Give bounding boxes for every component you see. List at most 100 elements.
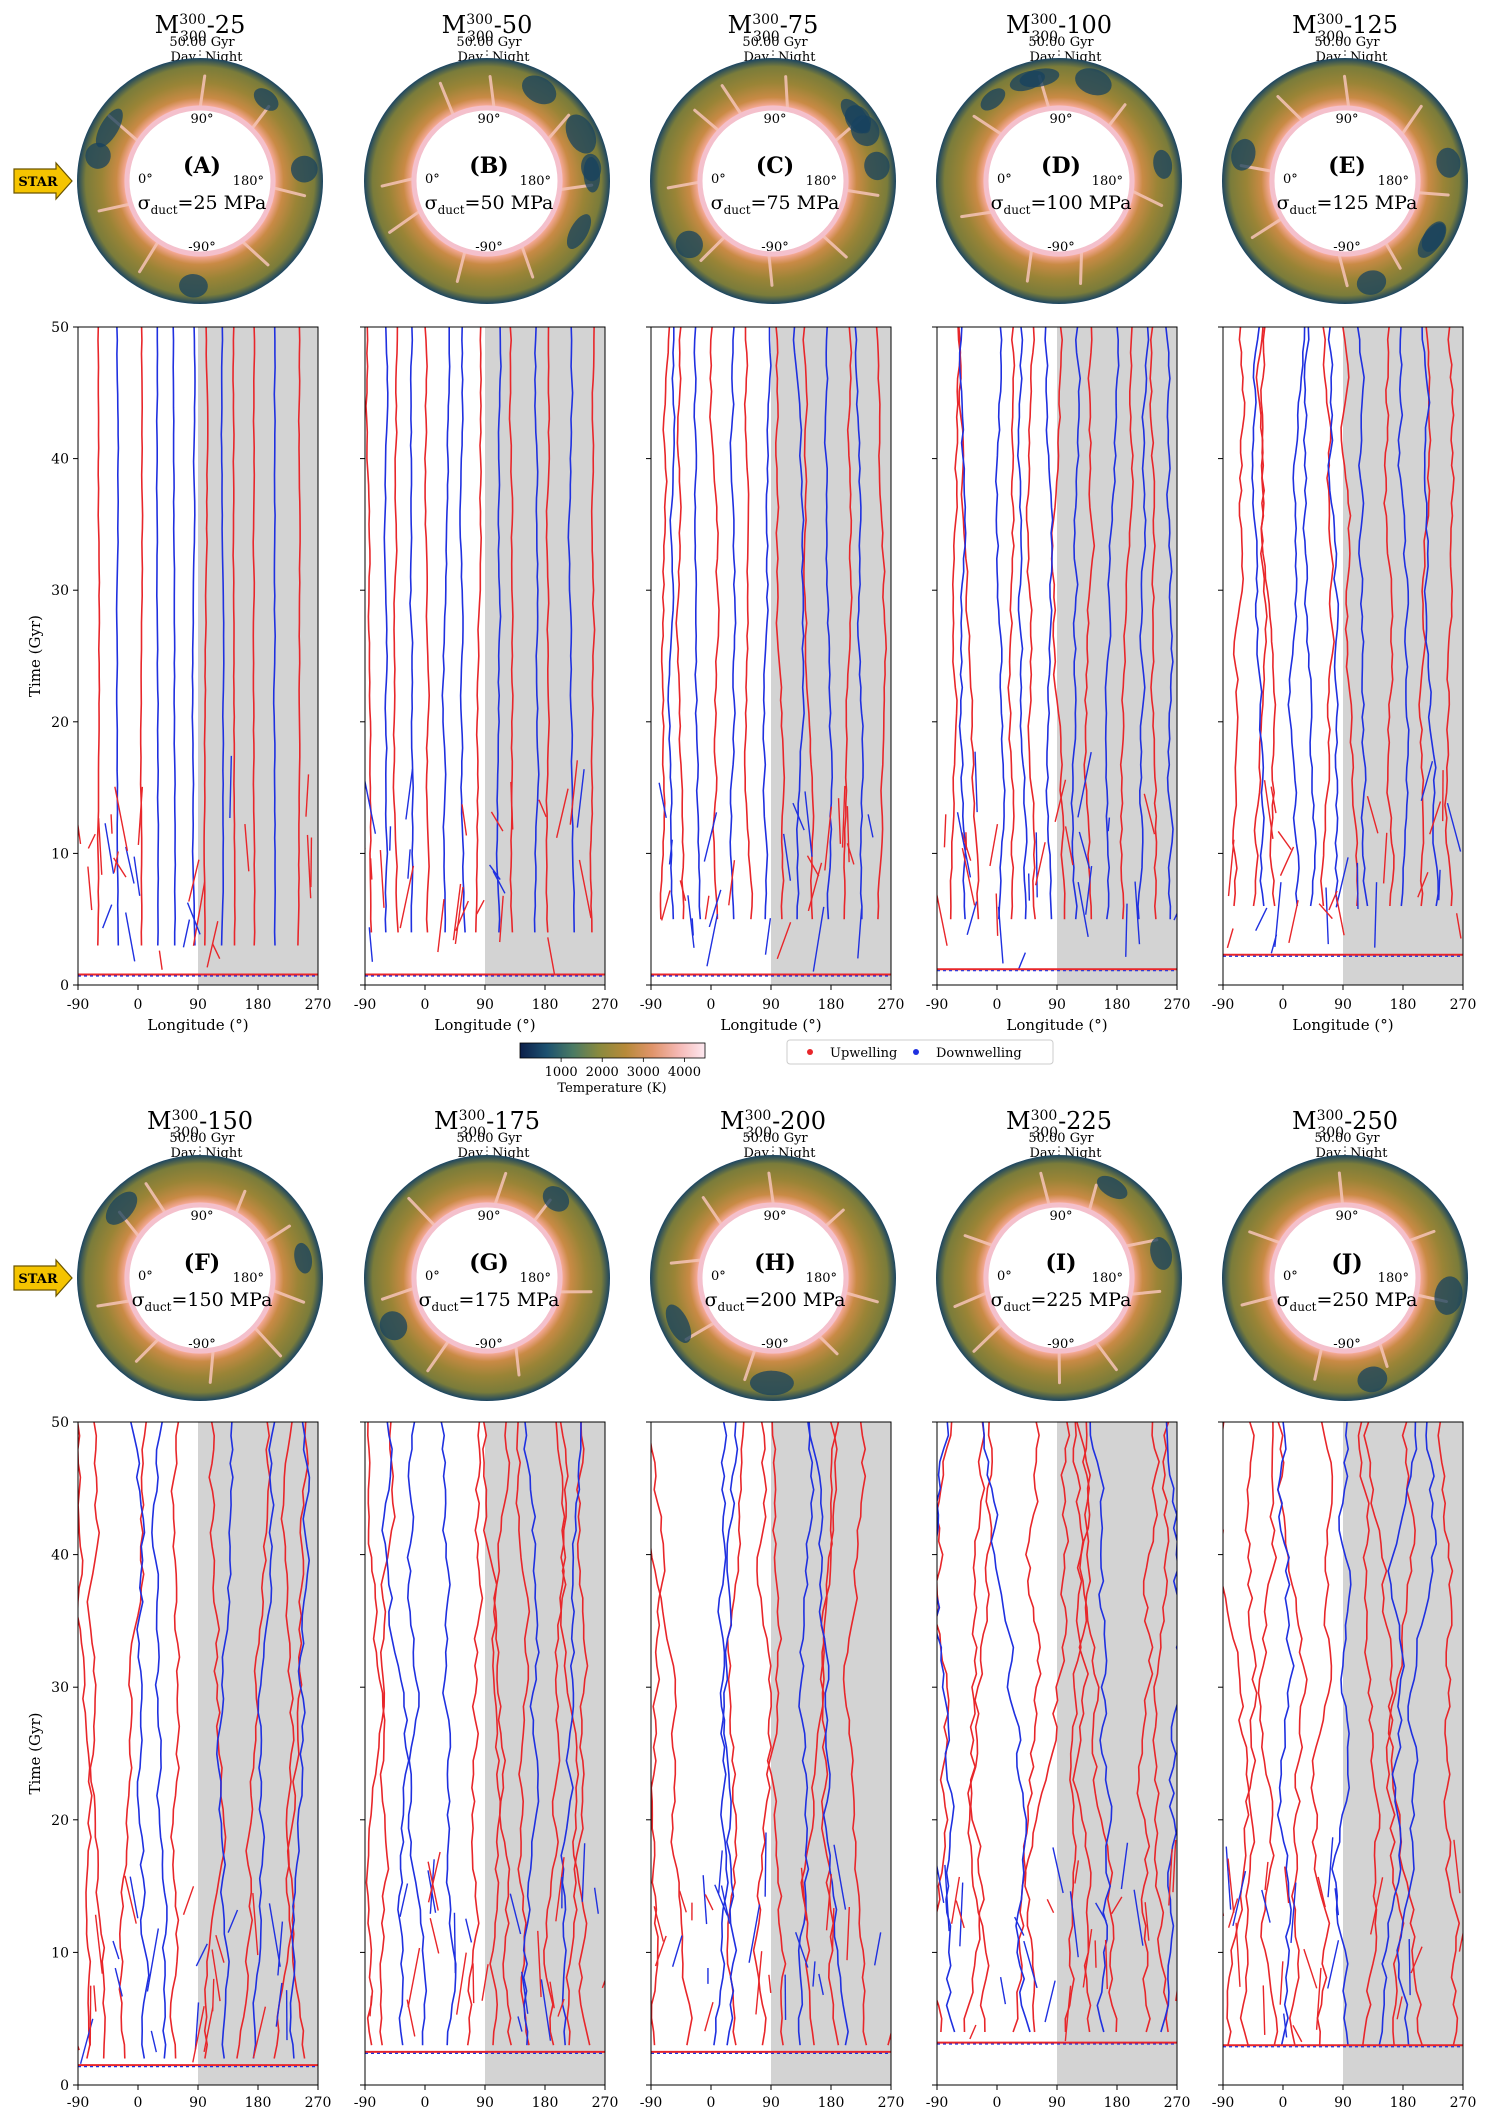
panel-title: M300 300-200 [720,1107,826,1141]
upwelling-branch [211,943,221,960]
downwelling-trace [1397,327,1410,907]
hot-plume [1125,1238,1159,1248]
panel-title: M300 300-25 [155,11,246,45]
star-arrow-shape [13,161,73,201]
y-axis-label: Time (Gyr) [26,615,44,697]
plume-traces [651,1422,891,2054]
upwelling-trace [475,327,483,933]
upwelling-branch [1366,795,1379,834]
core [1269,1202,1421,1354]
upwelling-branch [1317,1876,1326,1908]
hot-plume [1250,217,1283,240]
downwelling-branch [1335,857,1349,908]
upwelling-branch [97,818,103,875]
panel-title-base: M [442,11,467,39]
upwelling-branch [1226,928,1234,949]
upwelling-branch [192,2006,205,2063]
panel-title-suffix: -150 [199,1107,253,1135]
x-axis-label: Longitude (°) [1292,1016,1393,1034]
panel-letter: (B) [469,153,508,179]
upwelling-branch [989,823,999,867]
upwelling-trace [949,327,962,920]
downwelling-trace [667,327,676,920]
x-tick-label: 270 [1450,2095,1477,2111]
upwelling-branch [188,859,200,902]
panel-title-suffix: -100 [1058,11,1112,39]
plume-traces [1223,1422,1463,2048]
downwelling-trace [1378,1422,1418,2046]
downwelling-branch [576,769,585,828]
panel-title-suffix: -225 [1058,1107,1112,1135]
upwelling-branch [407,1947,421,2008]
upwelling-branch [555,1857,565,1922]
deg-label-right: 180° [1378,174,1409,189]
legend-downwelling-label: Downwelling [936,1046,1022,1061]
upwelling-trace [651,1543,693,2046]
legend-upwelling-label: Upwelling [830,1046,897,1061]
upwelling-branch [1288,900,1299,943]
downwelling-branch [867,814,874,838]
downwelling-branch [540,1979,552,2041]
upwelling-branch [1104,1939,1108,1990]
panel-title-base: M [1006,1107,1031,1135]
upwelling-branch [807,862,823,912]
y-tick-label: 40 [51,1548,69,1564]
deg-label-left: 0° [997,172,1012,187]
downwelling-trace [1421,327,1440,907]
upwelling-trace [96,327,101,946]
downwelling-branch [268,1903,281,1967]
plume-traces [78,327,318,977]
upwelling-branch [950,1876,961,1924]
y-tick-label: 40 [51,452,69,468]
hot-plume [1401,104,1423,135]
downwelling-trace [792,327,805,920]
deg-label-bottom: -90° [761,1337,788,1352]
upwelling-branch [78,820,82,845]
upwelling-trace [1387,1422,1423,2046]
hot-plume [514,1345,521,1377]
downwelling-branch [389,826,392,851]
sigma-subscript: duct [151,203,178,217]
hot-plume [264,1224,292,1244]
downwelling-branch [1173,912,1177,921]
upwelling-branch [427,1851,441,1903]
yield-stress-label: σduct=25 MPa [138,192,267,217]
sigma-value: =250 MPa [1317,1289,1418,1311]
sigma-value: =125 MPa [1317,192,1418,214]
downwelling-trace [272,327,277,946]
x-tick-label: 90 [1334,2095,1352,2111]
upwelling-trace [1007,327,1016,920]
upwelling-trace [466,1422,484,2046]
deg-label-right: 180° [520,174,551,189]
downwelling-branch [702,1875,708,1925]
hot-plume [488,75,496,108]
downwelling-branch [150,2030,158,2053]
hot-plume [822,234,848,259]
panel-title: M300 300-225 [1006,1107,1112,1141]
mantle-temperature-disc [1222,58,1468,304]
x-tick-label: 270 [305,997,332,1013]
downwelling-trace [567,327,576,933]
upwelling-trace [1310,1422,1334,2046]
x-tick-label: 90 [1048,2095,1066,2111]
downwelling-trace [1104,327,1120,920]
sigma-value: =175 MPa [459,1289,560,1311]
panel-title-sub: 300 [1031,1125,1058,1141]
downwelling-branch [966,901,978,935]
downwelling-branch [509,1893,522,1935]
upwelling-branch [1453,1839,1461,1894]
downwelling-branch [1044,1980,1056,2023]
upwelling-branch [841,785,846,848]
panel-title-sup: 300 [752,12,779,28]
x-tick-label: 270 [592,997,619,1013]
downwelling-branch [399,1883,409,1917]
sigma-subscript: duct [1004,1300,1031,1314]
hot-plume [455,251,467,283]
hot-plume [784,75,789,109]
deg-label-bottom: -90° [1047,1337,1074,1352]
x-tick-label: 270 [305,2095,332,2111]
downwelling-trace [289,1422,311,2059]
downwelling-branch [764,918,772,955]
hot-plume [960,210,993,219]
